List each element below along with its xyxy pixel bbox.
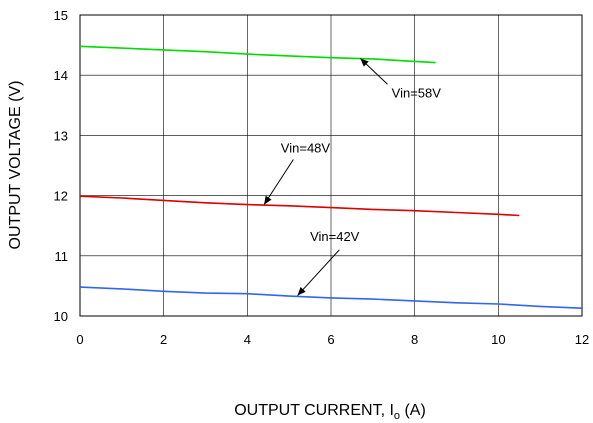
y-tick-label: 13 (54, 128, 68, 143)
series-layer (79, 45, 583, 309)
y-tick-label: 10 (54, 309, 68, 324)
y-tick-label: 14 (54, 68, 68, 83)
annotation-label: Vin=58V (392, 85, 442, 100)
y-axis-title: OUTPUT VOLTAGE (V) (7, 81, 24, 250)
annotation-arrowhead (264, 195, 272, 205)
y-tick-label: 11 (55, 249, 69, 264)
annotation-label: Vin=48V (281, 140, 331, 155)
series-line-vin-58v (79, 45, 436, 64)
tick-labels: 0 2 4 6 8 10 12 10 11 12 13 14 15 (54, 8, 590, 347)
series-line-vin-48v (79, 195, 520, 217)
x-axis-title-main: OUTPUT CURRENT, I (234, 402, 394, 419)
x-tick-label: 8 (411, 332, 418, 347)
x-tick-label: 4 (244, 332, 251, 347)
x-axis-title-unit: (A) (400, 402, 426, 419)
annotation-arrowhead (297, 287, 306, 296)
y-tick-label: 12 (54, 189, 68, 204)
x-tick-label: 0 (76, 332, 83, 347)
y-tick-label: 15 (54, 8, 68, 23)
x-tick-label: 10 (491, 332, 505, 347)
x-axis-title-subscript: o (394, 410, 400, 422)
annotation-arrowhead (360, 58, 369, 67)
annotation-arrow-line (297, 249, 340, 296)
x-tick-label: 12 (575, 332, 589, 347)
plot-frame (79, 14, 583, 317)
series-line-vin-42v (79, 286, 583, 309)
x-axis-title: OUTPUT CURRENT, Io (A) (234, 402, 426, 422)
annotation-layer: Vin=58V Vin=48V Vin=42V (263, 57, 442, 296)
annotation-label: Vin=42V (310, 229, 360, 244)
x-tick-label: 6 (327, 332, 334, 347)
annotation-arrow-line (263, 159, 294, 205)
x-tick-label: 2 (160, 332, 167, 347)
grid (79, 14, 583, 317)
